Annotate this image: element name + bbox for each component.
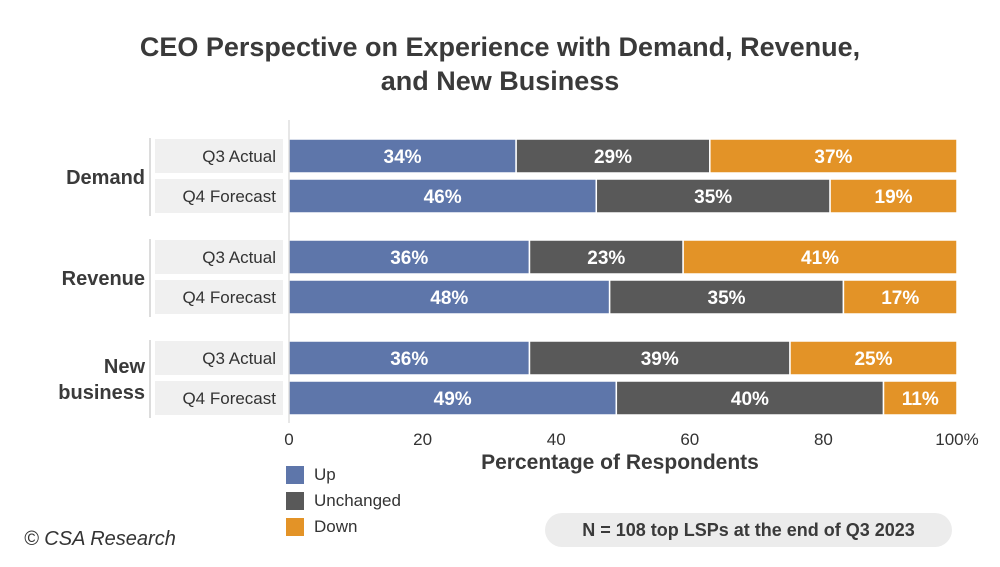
group-label: business — [58, 382, 145, 404]
legend-swatch-up — [286, 466, 304, 484]
bar-data-label: 49% — [434, 389, 472, 410]
bar-data-label: 39% — [641, 349, 679, 370]
row-label: Q4 Forecast — [182, 187, 276, 206]
bar-data-label: 40% — [731, 389, 769, 410]
legend-item-up: Up — [286, 462, 401, 488]
bar-data-label: 35% — [694, 187, 732, 208]
bar-data-label: 29% — [594, 147, 632, 168]
row-label-background — [155, 341, 283, 375]
bar-data-label: 37% — [814, 147, 852, 168]
bar-data-label: 35% — [708, 288, 746, 309]
row-label: Q3 Actual — [202, 147, 276, 166]
row-label: Q4 Forecast — [182, 389, 276, 408]
x-axis-label: Percentage of Respondents — [481, 451, 759, 474]
legend-label-down: Down — [314, 517, 358, 536]
row-label-background — [155, 179, 283, 213]
chart-title-line-1: CEO Perspective on Experience with Deman… — [139, 32, 861, 62]
bar-segment-unchanged — [528, 239, 684, 275]
legend-swatch-unchanged — [286, 492, 304, 510]
bar-data-label: 41% — [801, 248, 839, 269]
bar-segment-down — [789, 340, 958, 376]
chart-title: CEO Perspective on Experience with Deman… — [0, 30, 1000, 98]
row-label-background — [155, 139, 283, 173]
bar-data-label: 19% — [875, 187, 913, 208]
bar-data-label: 17% — [881, 288, 919, 309]
legend-item-down: Down — [286, 514, 401, 540]
row-label: Q3 Actual — [202, 349, 276, 368]
bar-segment-up — [288, 340, 531, 376]
bar-segment-unchanged — [515, 138, 711, 174]
x-tick-label: 80 — [814, 430, 833, 449]
x-tick-label: 20 — [413, 430, 432, 449]
sample-size-note: N = 108 top LSPs at the end of Q3 2023 — [545, 513, 952, 547]
bar-data-label: 36% — [390, 248, 428, 269]
bar-segment-unchanged — [595, 178, 831, 214]
group-label: Revenue — [62, 268, 145, 290]
row-label-background — [155, 280, 283, 314]
row-label: Q4 Forecast — [182, 288, 276, 307]
legend-label-up: Up — [314, 465, 336, 484]
x-tick-label: 60 — [680, 430, 699, 449]
bar-data-label: 48% — [430, 288, 468, 309]
legend-swatch-down — [286, 518, 304, 536]
bar-segment-down — [682, 239, 958, 275]
bar-data-label: 36% — [390, 349, 428, 370]
bar-data-label: 23% — [587, 248, 625, 269]
row-label: Q3 Actual — [202, 248, 276, 267]
bar-segment-unchanged — [615, 380, 885, 416]
bar-segment-down — [709, 138, 958, 174]
bar-segment-down — [829, 178, 958, 214]
legend-item-unchanged: Unchanged — [286, 488, 401, 514]
chart-title-line-2: and New Business — [380, 66, 620, 96]
bar-segment-up — [288, 178, 598, 214]
bar-data-label: 25% — [854, 349, 892, 370]
bar-segment-unchanged — [608, 279, 845, 315]
row-label-background — [155, 240, 283, 274]
bar-segment-unchanged — [528, 340, 791, 376]
group-label: New — [104, 356, 146, 378]
row-label-background — [155, 381, 283, 415]
bar-segment-down — [882, 380, 958, 416]
x-tick-label: 100% — [935, 430, 978, 449]
x-tick-label: 40 — [547, 430, 566, 449]
bar-data-label: 34% — [384, 147, 422, 168]
legend-label-unchanged: Unchanged — [314, 491, 401, 510]
bar-segment-up — [288, 239, 531, 275]
x-tick-label: 0 — [284, 430, 293, 449]
bar-data-label: 46% — [424, 187, 462, 208]
chart-legend: Up Unchanged Down — [286, 462, 401, 540]
bar-segment-up — [288, 279, 611, 315]
group-label: Demand — [66, 167, 145, 189]
bar-segment-down — [842, 279, 958, 315]
copyright-text: © CSA Research — [24, 528, 176, 550]
bar-data-label: 11% — [902, 389, 939, 410]
